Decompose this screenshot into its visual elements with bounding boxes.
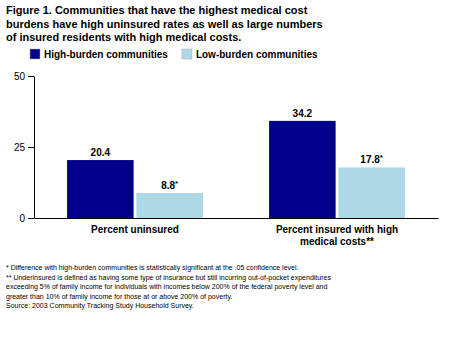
legend-item: High-burden communities	[30, 49, 168, 60]
x-axis-line	[35, 218, 439, 219]
title-line: burdens have high uninsured rates as wel…	[6, 18, 323, 30]
bar	[338, 167, 405, 218]
y-tick-line	[28, 218, 34, 219]
y-tick: 50	[14, 71, 34, 82]
data-label-mark: *	[380, 153, 384, 162]
legend-swatch	[30, 49, 40, 59]
data-label: 8.8*	[161, 179, 179, 191]
legend-label: Low-burden communities	[196, 49, 318, 60]
x-tick-label: Percent insured with highmedical costs**	[276, 224, 398, 247]
bar	[67, 160, 134, 218]
bar	[269, 121, 336, 218]
x-tick-label-line: Percent uninsured	[91, 224, 179, 235]
legend-item: Low-burden communities	[182, 49, 318, 60]
legend: High-burden communities Low-burden commun…	[30, 49, 318, 60]
data-label-number: 8.8	[161, 180, 175, 191]
bars	[67, 121, 405, 218]
title: Figure 1. Communities that have the high…	[6, 4, 323, 43]
data-label-mark: *	[175, 179, 179, 188]
x-tick-label-line: Percent insured with high	[276, 224, 398, 235]
y-tick-label: 25	[14, 142, 26, 153]
x-tick-label: Percent uninsured	[91, 224, 179, 235]
y-tick-label: 0	[19, 213, 25, 224]
x-tick-label-line: medical costs**	[300, 236, 374, 247]
chart-container: Figure 1. Communities that have the high…	[0, 0, 450, 338]
chart: Figure 1. Communities that have the high…	[0, 0, 450, 338]
legend-swatch	[182, 49, 192, 59]
footnote: Source: 2003 Community Tracking Study Ho…	[6, 302, 194, 310]
footnote: exceeding 5% of family income for indivi…	[6, 283, 328, 291]
footnote: ** Underinsured is defined as having som…	[6, 274, 331, 282]
data-label: 34.2	[293, 108, 313, 119]
footnote: greater than 10% of family income for th…	[6, 293, 232, 301]
y-tick: 0	[19, 213, 34, 224]
x-tick: Percent insured with highmedical costs**	[276, 218, 398, 247]
x-tick: Percent uninsured	[91, 218, 179, 235]
bar	[136, 193, 203, 218]
footnotes: * Difference with high-burden communitie…	[6, 264, 331, 310]
y-tick: 25	[14, 142, 34, 153]
footnote: * Difference with high-burden communitie…	[6, 264, 299, 272]
y-axis: 0 25 50	[14, 71, 35, 224]
y-tick-line	[28, 147, 34, 148]
y-tick-line	[28, 76, 34, 77]
data-label-number: 17.8	[360, 154, 380, 165]
data-label: 17.8*	[360, 153, 383, 165]
data-labels: 20.434.28.8*17.8*	[91, 108, 384, 191]
title-line: Figure 1. Communities that have the high…	[6, 4, 308, 16]
title-line: of insured residents with high medical c…	[6, 31, 241, 43]
legend-label: High-burden communities	[44, 49, 168, 60]
y-axis-line	[34, 77, 35, 219]
data-label: 20.4	[91, 147, 111, 158]
y-tick-label: 50	[14, 71, 26, 82]
x-axis: Percent uninsured Percent insured with hi…	[35, 218, 439, 247]
